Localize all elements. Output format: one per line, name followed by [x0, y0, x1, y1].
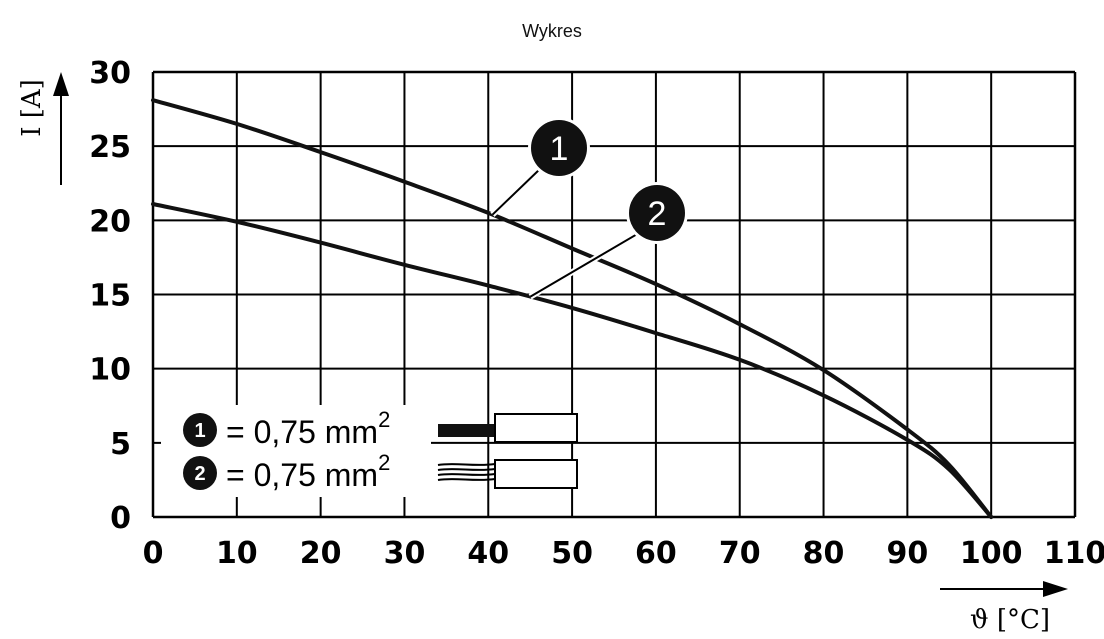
- callout-1-label: 1: [550, 130, 569, 168]
- legend-marker-2-label: 2: [194, 463, 205, 485]
- legend-item-2: 2 = 0,75 mm2: [183, 450, 578, 493]
- x-tick-50: 50: [551, 536, 593, 571]
- legend-marker-2: [183, 456, 217, 490]
- callout-1-leader: [491, 167, 542, 216]
- legend-item-1: 1 = 0,75 mm2: [183, 407, 578, 450]
- legend-item-1-main: = 0,75 mm: [226, 414, 378, 450]
- stranded-wire-icon: [437, 459, 578, 489]
- legend: 1 = 0,75 mm2 2 = 0,75 mm2: [161, 405, 578, 497]
- x-tick-110: 110: [1044, 536, 1104, 571]
- x-tick-100: 100: [960, 536, 1023, 571]
- chart-title: Wykres: [522, 21, 582, 41]
- series-line-2: [151, 202, 994, 519]
- series-lines: [151, 98, 994, 519]
- callout-2-marker: [629, 185, 685, 241]
- x-tick-20: 20: [300, 536, 342, 571]
- legend-marker-1: [183, 413, 217, 447]
- x-axis-label-group: ϑ [°C]: [940, 581, 1068, 635]
- x-tick-80: 80: [803, 536, 845, 571]
- y-tick-10: 10: [89, 353, 131, 388]
- legend-item-2-sup: 2: [378, 450, 390, 475]
- y-tick-30: 30: [89, 56, 131, 91]
- legend-item-1-sup: 2: [378, 407, 390, 432]
- x-axis-label: ϑ [°C]: [970, 605, 1050, 635]
- x-tick-70: 70: [719, 536, 761, 571]
- y-tick-20: 20: [89, 204, 131, 239]
- y-axis-label: I [A]: [17, 79, 47, 137]
- y-tick-0: 0: [110, 501, 131, 536]
- y-axis-label-group: I [A]: [17, 72, 69, 185]
- series-line-1: [151, 98, 994, 519]
- x-tick-0: 0: [143, 536, 164, 571]
- x-tick-labels: 0 10 20 30 40 50 60 70 80 90 100 110: [143, 536, 1104, 571]
- y-tick-labels: 0 5 10 15 20 25 30: [89, 56, 131, 536]
- callout-1-marker: [531, 120, 587, 176]
- y-tick-5: 5: [110, 427, 131, 462]
- legend-item-2-text: = 0,75 mm2: [226, 450, 390, 493]
- series-callouts: 12: [490, 117, 688, 300]
- x-tick-40: 40: [467, 536, 509, 571]
- x-tick-60: 60: [635, 536, 677, 571]
- x-tick-30: 30: [384, 536, 426, 571]
- legend-item-2-main: = 0,75 mm: [226, 457, 378, 493]
- legend-item-1-text: = 0,75 mm2: [226, 407, 390, 450]
- x-tick-10: 10: [216, 536, 258, 571]
- y-axis-arrow-head: [53, 72, 69, 96]
- y-tick-25: 25: [89, 130, 131, 165]
- x-axis-arrow-head: [1043, 581, 1068, 597]
- callout-2-leader: [529, 232, 640, 298]
- y-tick-15: 15: [89, 279, 131, 314]
- callout-2-label: 2: [648, 195, 667, 233]
- legend-marker-1-label: 1: [194, 420, 205, 442]
- ferrule-wire-icon: [438, 413, 578, 443]
- x-tick-90: 90: [886, 536, 928, 571]
